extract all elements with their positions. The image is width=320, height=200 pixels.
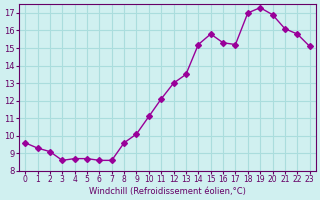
X-axis label: Windchill (Refroidissement éolien,°C): Windchill (Refroidissement éolien,°C) (89, 187, 246, 196)
